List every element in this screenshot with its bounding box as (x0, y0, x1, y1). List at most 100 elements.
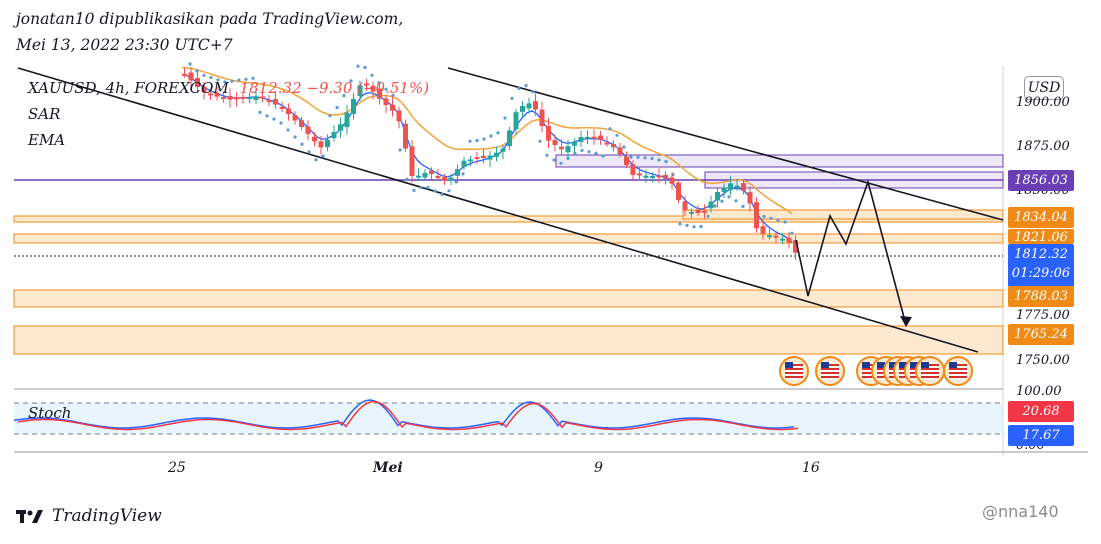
candle-body (689, 211, 694, 214)
candle-body (273, 98, 278, 105)
sar-dot (685, 223, 689, 227)
candle-body (682, 201, 688, 211)
sar-dot (412, 188, 416, 192)
candle-body (500, 148, 506, 152)
flag-canton (899, 362, 907, 368)
candle-body (559, 146, 564, 150)
candle-body (760, 226, 766, 234)
candle-body (279, 106, 285, 109)
sar-dot (587, 150, 591, 154)
bar-countdown: 01:29:06 (1011, 266, 1071, 281)
sar-dot (727, 195, 731, 199)
candle-body (487, 155, 493, 160)
symbol-legend: XAUUSD, 4h, FOREXCOM 1812.32 −9.30 (−0.5… (28, 79, 429, 97)
sar-dot (433, 189, 437, 193)
symbol-name: XAUUSD, 4h, FOREXCOM (28, 79, 229, 97)
publish-date: Mei 13, 2022 23:30 UTC+7 (16, 36, 233, 54)
candle-body (572, 141, 577, 146)
symbol-quote: 1812.32 −9.30 (−0.51%) (239, 79, 430, 97)
watermark: @nna140 (982, 502, 1059, 521)
flag-canton (877, 362, 885, 368)
candle-body (611, 144, 616, 148)
publisher-line: jonatan10 dipublikasikan pada TradingVie… (16, 10, 404, 28)
flag-stripe (862, 364, 880, 366)
flag-stripe (785, 368, 803, 370)
sar-dot (307, 150, 311, 154)
flag-stripe (821, 376, 839, 378)
sar-dot (636, 155, 640, 159)
candle-body (552, 140, 558, 145)
candle-body (520, 106, 525, 112)
candle-body (247, 97, 252, 100)
sar-dot (230, 79, 234, 83)
sar-dot (615, 133, 619, 137)
sar-dot (517, 86, 521, 90)
candle-body (312, 136, 317, 142)
sar-dot (643, 156, 647, 160)
candle-body (195, 77, 200, 87)
sar-dot (692, 225, 696, 229)
sar-dot (426, 185, 430, 190)
candle-body (221, 97, 226, 100)
candle-body (461, 160, 467, 167)
candle-body (702, 210, 707, 213)
currency-button[interactable]: USD (1024, 76, 1064, 100)
sar-dot (664, 160, 668, 164)
sar-dot (342, 94, 346, 98)
flag-stripe (862, 372, 880, 374)
last-price-value: 1812.32 (1014, 247, 1068, 262)
sar-dot (349, 79, 353, 83)
flag-stripe (949, 364, 967, 366)
fast-ma-polyline (181, 73, 793, 243)
candle-body (656, 175, 662, 178)
sar-dot (405, 177, 409, 181)
candle-body (624, 156, 629, 165)
sar-dot (272, 117, 276, 121)
sar-dot (776, 218, 780, 222)
flag-stripe (862, 368, 880, 370)
candle-body (448, 177, 454, 181)
sar-dot (258, 110, 262, 114)
sar-dot (223, 80, 227, 84)
sar-dot (454, 180, 458, 184)
sar-dot (524, 84, 528, 88)
sar-dot (286, 128, 290, 132)
candle-body (227, 96, 233, 100)
sar-dot (552, 158, 556, 162)
brand-name: TradingView (52, 506, 162, 526)
candle-body (637, 173, 642, 176)
flag-stripe (921, 376, 939, 378)
flag-canton (889, 362, 897, 368)
sar-dot (391, 93, 395, 97)
sar-dot (531, 90, 535, 94)
candle-body (422, 173, 428, 178)
candle-body (793, 240, 798, 253)
candle-body (786, 237, 792, 243)
sar-dot (314, 158, 318, 162)
candle-body (539, 109, 545, 127)
sar-dot (629, 155, 633, 159)
candle-body (773, 235, 779, 238)
candle-body (208, 93, 213, 96)
candle-body (416, 175, 421, 178)
sar-dot (335, 105, 339, 110)
stoch-k-label: 17.67 (1008, 425, 1074, 446)
candle-body (331, 132, 337, 139)
axis-label-1775: 1775.00 (1016, 308, 1070, 323)
sar-dot (377, 81, 381, 85)
zone-1821 (13, 233, 1004, 244)
sar-dot (265, 114, 269, 118)
candle-body (344, 112, 350, 128)
us-flag-event-icon (779, 356, 809, 386)
candle-body (591, 136, 597, 139)
sar-dot (713, 204, 717, 208)
candle-body (494, 152, 499, 157)
candle-body (364, 83, 369, 86)
candle-body (409, 146, 415, 176)
candle-body (747, 192, 753, 204)
flag-stripe (785, 376, 803, 378)
candle-body (617, 147, 623, 155)
channel-lower-line (17, 67, 979, 353)
sar-dot (216, 78, 220, 82)
